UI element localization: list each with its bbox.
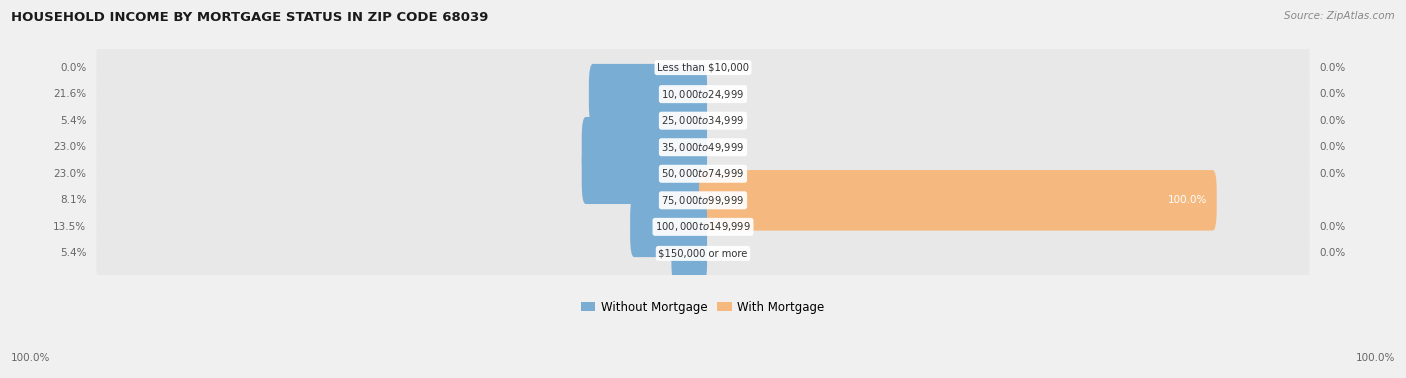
Text: 5.4%: 5.4% [60,116,86,125]
Text: 23.0%: 23.0% [53,169,86,179]
Text: $75,000 to $99,999: $75,000 to $99,999 [661,194,745,207]
FancyBboxPatch shape [97,188,1309,266]
Text: 0.0%: 0.0% [1320,222,1346,232]
FancyBboxPatch shape [672,90,707,151]
Text: 13.5%: 13.5% [53,222,86,232]
FancyBboxPatch shape [699,170,1216,231]
Text: $10,000 to $24,999: $10,000 to $24,999 [661,88,745,101]
Text: 23.0%: 23.0% [53,142,86,152]
Text: Source: ZipAtlas.com: Source: ZipAtlas.com [1284,11,1395,21]
Text: Less than $10,000: Less than $10,000 [657,63,749,73]
FancyBboxPatch shape [97,108,1309,186]
Text: 0.0%: 0.0% [60,63,86,73]
Text: 0.0%: 0.0% [1320,169,1346,179]
Text: 100.0%: 100.0% [1355,353,1395,363]
FancyBboxPatch shape [97,161,1309,239]
FancyBboxPatch shape [582,117,707,178]
Text: $35,000 to $49,999: $35,000 to $49,999 [661,141,745,154]
Text: 0.0%: 0.0% [1320,116,1346,125]
Text: $25,000 to $34,999: $25,000 to $34,999 [661,114,745,127]
Text: 8.1%: 8.1% [60,195,86,205]
FancyBboxPatch shape [658,170,707,231]
Text: 21.6%: 21.6% [53,89,86,99]
FancyBboxPatch shape [97,29,1309,107]
Text: HOUSEHOLD INCOME BY MORTGAGE STATUS IN ZIP CODE 68039: HOUSEHOLD INCOME BY MORTGAGE STATUS IN Z… [11,11,489,24]
Text: 0.0%: 0.0% [1320,63,1346,73]
FancyBboxPatch shape [630,197,707,257]
FancyBboxPatch shape [97,214,1309,293]
Text: 100.0%: 100.0% [11,353,51,363]
Text: 0.0%: 0.0% [1320,89,1346,99]
Text: 100.0%: 100.0% [1168,195,1208,205]
FancyBboxPatch shape [582,144,707,204]
Text: 0.0%: 0.0% [1320,248,1346,259]
FancyBboxPatch shape [589,64,707,124]
Legend: Without Mortgage, With Mortgage: Without Mortgage, With Mortgage [576,296,830,318]
Text: 5.4%: 5.4% [60,248,86,259]
FancyBboxPatch shape [97,135,1309,213]
Text: $150,000 or more: $150,000 or more [658,248,748,259]
Text: 0.0%: 0.0% [1320,142,1346,152]
FancyBboxPatch shape [672,223,707,284]
Text: $50,000 to $74,999: $50,000 to $74,999 [661,167,745,180]
Text: $100,000 to $149,999: $100,000 to $149,999 [655,220,751,233]
FancyBboxPatch shape [97,82,1309,160]
FancyBboxPatch shape [97,55,1309,133]
